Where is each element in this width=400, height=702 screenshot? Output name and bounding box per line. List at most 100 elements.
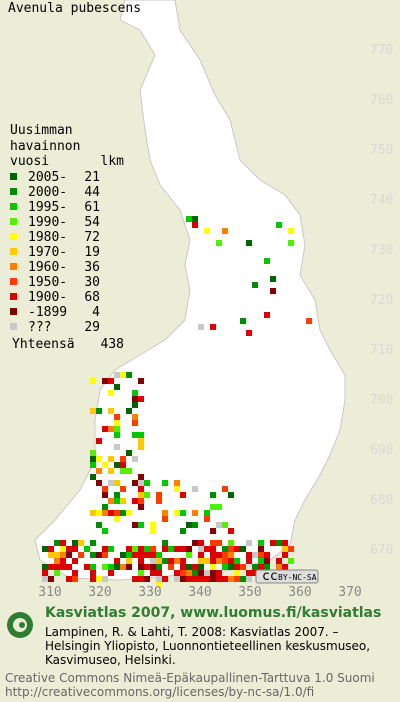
observation-dot [102,504,108,510]
observation-dot [192,522,198,528]
observation-dot [150,522,156,528]
observation-dot [180,564,186,570]
observation-dot [132,576,138,582]
observation-dot [90,408,96,414]
legend-swatch [10,233,17,240]
legend-count: 36 [84,260,100,275]
observation-dot [276,222,282,228]
observation-dot [228,492,234,498]
observation-dot [66,552,72,558]
observation-dot [246,576,252,582]
northing-label: 730 [370,243,393,258]
observation-dot [192,570,198,576]
legend-label: 1960- [28,260,67,275]
observation-dot [132,498,138,504]
observation-dot [204,228,210,234]
observation-dot [198,546,204,552]
observation-dot [132,402,138,408]
observation-dot [126,408,132,414]
observation-dot [258,558,264,564]
observation-dot [204,576,210,582]
license-badge-text: BY-NC-SA [278,573,317,582]
observation-dot [126,510,132,516]
northing-label: 740 [370,193,393,208]
observation-dot [210,564,216,570]
legend-swatch [10,203,17,210]
observation-dot [102,576,108,582]
observation-dot [222,228,228,234]
observation-dot [144,552,150,558]
license-url: http://creativecommons.org/licenses/by-n… [5,685,314,699]
observation-dot [138,474,144,480]
observation-dot [60,552,66,558]
northing-label: 680 [370,493,393,508]
observation-dot [114,426,120,432]
legend-count: 72 [84,230,100,245]
observation-dot [96,510,102,516]
observation-dot [210,528,216,534]
legend-heading: havainnon [10,139,80,154]
legend-swatch [10,293,17,300]
observation-dot [246,240,252,246]
observation-dot [138,558,144,564]
observation-dot [108,480,114,486]
observation-dot [132,396,138,402]
observation-dot [288,546,294,552]
observation-dot [126,564,132,570]
legend-swatch [10,308,17,315]
observation-dot [246,552,252,558]
northing-label: 770 [370,43,393,58]
legend-label: 1900- [28,290,67,305]
total-count: 438 [101,337,124,352]
observation-dot [120,552,126,558]
observation-dot [42,570,48,576]
observation-dot [198,552,204,558]
observation-dot [192,564,198,570]
legend-swatch [10,188,17,195]
observation-dot [180,528,186,534]
observation-dot [114,420,120,426]
observation-dot [102,486,108,492]
observation-dot [114,498,120,504]
observation-dot [108,510,114,516]
observation-dot [240,564,246,570]
observation-dot [252,552,258,558]
observation-dot [240,318,246,324]
observation-dot [246,558,252,564]
observation-dot [102,426,108,432]
observation-dot [162,540,168,546]
observation-dot [174,510,180,516]
legend-label: ??? [28,320,51,335]
observation-dot [138,576,144,582]
observation-dot [228,540,234,546]
observation-dot [90,462,96,468]
observation-dot [168,546,174,552]
observation-dot [186,576,192,582]
legend-label: 1990- [28,215,67,230]
legend-label: 1970- [28,245,67,260]
observation-dot [102,552,108,558]
observation-dot [114,462,120,468]
observation-dot [216,504,222,510]
legend-swatch [10,218,17,225]
observation-dot [234,558,240,564]
observation-dot [132,552,138,558]
easting-label: 330 [138,585,161,600]
legend-count: 68 [84,290,100,305]
easting-label: 320 [88,585,111,600]
observation-dot [42,564,48,570]
observation-dot [156,582,162,588]
observation-dot [96,576,102,582]
observation-dot [102,462,108,468]
observation-dot [42,546,48,552]
observation-dot [72,576,78,582]
observation-dot [48,576,54,582]
observation-dot [228,528,234,534]
observation-dot [204,510,210,516]
observation-dot [210,546,216,552]
observation-dot [138,486,144,492]
observation-dot [108,570,114,576]
easting-label: 360 [288,585,311,600]
observation-dot [270,276,276,282]
observation-dot [126,468,132,474]
